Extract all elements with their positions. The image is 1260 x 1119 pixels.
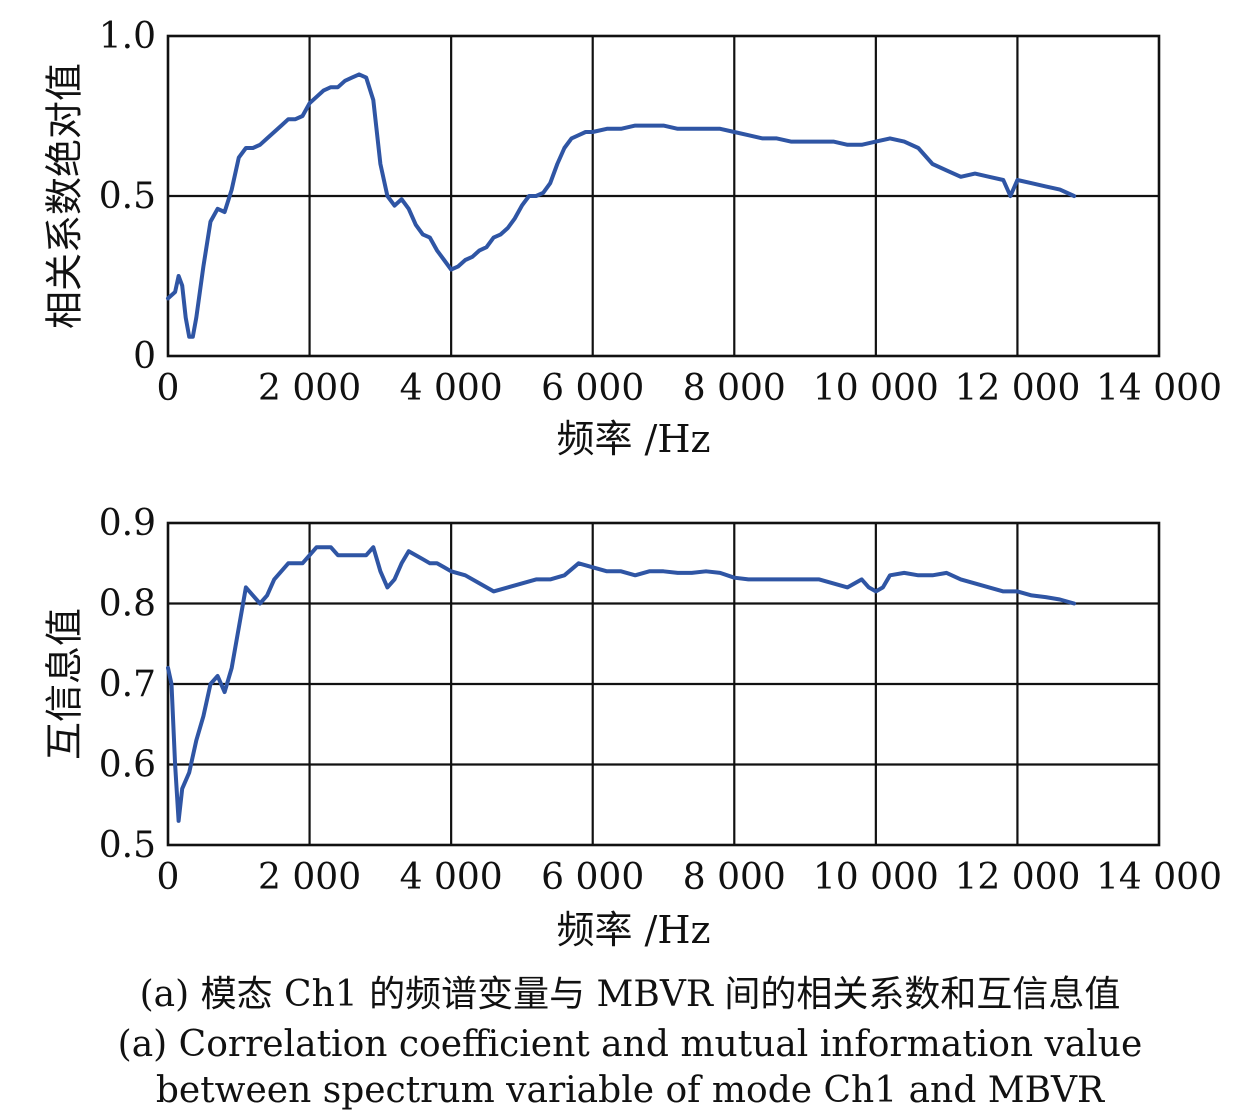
- y-tick-label: 0.5: [99, 825, 156, 866]
- x-tick-label: 12 000: [954, 368, 1080, 409]
- chart-mutual-information: 0 2 000 4 000 6 000 8 000 10 000 12 000 14 000 0…: [43, 503, 1222, 952]
- x-tick-label: 6 000: [541, 368, 644, 409]
- chart-correlation: 0 2 000 4 000 6 000 8 000 10 000 12 000 14 000 0…: [43, 16, 1222, 461]
- y-tick-label: 0.7: [99, 664, 156, 705]
- y-tick-label: 0.6: [99, 745, 156, 786]
- x-tick-label: 0: [157, 857, 180, 898]
- y-tick-label: 0.5: [99, 176, 156, 217]
- x-tick-label: 0: [157, 368, 180, 409]
- x-axis-label: 频率 /Hz: [556, 417, 710, 461]
- x-tick-label: 14 000: [1096, 857, 1222, 898]
- y-tick-label: 0.8: [99, 584, 156, 625]
- caption-english-line-1: (a) Correlation coefficient and mutual i…: [117, 1024, 1143, 1065]
- series-line: [166, 72, 1077, 339]
- x-tick-label: 4 000: [400, 368, 503, 409]
- y-axis-label: 相关系数绝对值: [43, 63, 87, 329]
- caption-chinese: (a) 模态 Ch1 的频谱变量与 MBVR 间的相关系数和互信息值: [139, 974, 1121, 1015]
- x-tick-label: 8 000: [683, 368, 786, 409]
- series-line: [166, 545, 1077, 823]
- y-tick-label: 0: [133, 336, 156, 377]
- x-tick-label: 10 000: [813, 368, 939, 409]
- x-tick-label: 12 000: [954, 857, 1080, 898]
- caption-english-line-2: between spectrum variable of mode Ch1 an…: [155, 1070, 1105, 1111]
- x-tick-label: 2 000: [258, 857, 361, 898]
- y-tick-label: 0.9: [99, 503, 156, 544]
- x-tick-label: 4 000: [400, 857, 503, 898]
- x-tick-label: 8 000: [683, 857, 786, 898]
- x-tick-label: 14 000: [1096, 368, 1222, 409]
- y-axis-label: 互信息值: [43, 608, 87, 760]
- x-tick-label: 6 000: [541, 857, 644, 898]
- x-tick-label: 2 000: [258, 368, 361, 409]
- x-axis-label: 频率 /Hz: [556, 908, 710, 952]
- x-tick-label: 10 000: [813, 857, 939, 898]
- plot-frame: [166, 521, 1161, 847]
- plot-frame: [166, 34, 1161, 358]
- y-tick-label: 1.0: [99, 16, 156, 57]
